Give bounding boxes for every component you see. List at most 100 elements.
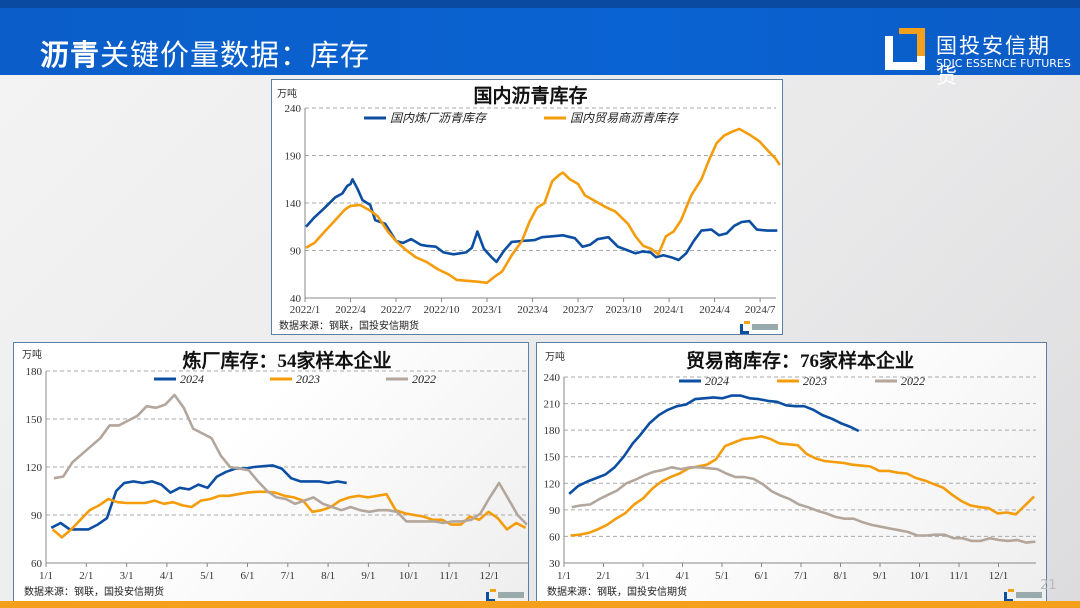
- x-tick-label: 12/1: [989, 570, 1009, 582]
- logo-part: [1004, 599, 1013, 602]
- logo-mark-icon: [885, 28, 925, 70]
- y-tick-label: 150: [544, 452, 561, 464]
- source-note: 数据来源：钢联，国投安信期货: [547, 585, 687, 598]
- chart-title: 贸易商库存：76家样本企业: [686, 349, 914, 372]
- y-tick-label: 240: [285, 103, 302, 115]
- logo-part: [486, 592, 489, 602]
- legend-label: 2024: [180, 372, 204, 386]
- series-line-2022: [53, 393, 528, 526]
- x-tick-label: 4/1: [675, 570, 689, 582]
- page-number: 21: [1040, 578, 1057, 593]
- x-tick-label: 2024/7: [745, 304, 776, 316]
- source-logo-icon: [1004, 589, 1042, 602]
- legend-label: 2024: [705, 374, 729, 388]
- x-tick-label: 7/1: [794, 570, 808, 582]
- source-logo-icon: [740, 321, 778, 334]
- domestic-inventory-chart: 40 90 140 190 240 2022/1 2022/4 2022/7 2022/10 20…: [277, 84, 781, 334]
- logo-part: [752, 324, 778, 330]
- y-tick-label: 90: [290, 246, 302, 258]
- x-tick-label: 5/1: [200, 570, 214, 582]
- y-unit-label: 万吨: [545, 350, 565, 363]
- logo-part: [744, 321, 750, 324]
- x-tick-label: 10/1: [910, 570, 930, 582]
- top-strip: [0, 0, 1080, 8]
- x-tick-label: 10/1: [399, 570, 419, 582]
- x-tick-label: 2022/10: [423, 304, 460, 316]
- y-tick-label: 180: [26, 366, 43, 378]
- legend-label: 2022: [412, 372, 436, 386]
- title-bold: 沥青: [40, 38, 101, 72]
- series-line-2023: [570, 435, 1036, 537]
- x-tick-label: 2023/1: [472, 304, 503, 316]
- x-tick-label: 3/1: [636, 570, 650, 582]
- series-line-2022: [571, 466, 1036, 544]
- legend-label: 国内炼厂沥青库存: [390, 111, 488, 125]
- x-tick-label: 6/1: [240, 570, 254, 582]
- refinery-inventory-chart: 60 90 120 150 180 1/1 2/1 3/1 4/1 5/1 6/1 7/1 8/1 9/1…: [22, 348, 528, 602]
- logo-text-en: SDIC ESSENCE FUTURES: [936, 57, 1071, 70]
- chart-panel-refinery: 60 90 120 150 180 1/1 2/1 3/1 4/1 5/1 6/1 7/1 8/1 9/1…: [13, 342, 529, 603]
- chart-title: 国内沥青库存: [473, 84, 587, 107]
- logo-part: [1004, 592, 1007, 602]
- y-tick-label: 90: [549, 505, 561, 517]
- x-tick-label: 2/1: [596, 570, 610, 582]
- x-tick-label: 1/1: [39, 570, 53, 582]
- y-tick-label: 60: [549, 531, 561, 543]
- y-unit-label: 万吨: [277, 87, 297, 100]
- logo-part: [498, 592, 524, 598]
- legend-label: 国内贸易商沥青库存: [570, 111, 680, 125]
- series-line-2024: [50, 464, 347, 531]
- x-tick-label: 8/1: [321, 570, 335, 582]
- legend-label: 2023: [296, 372, 320, 386]
- y-tick-label: 120: [26, 462, 43, 474]
- x-tick-label: 2023/7: [563, 304, 594, 316]
- x-tick-label: 9/1: [873, 570, 887, 582]
- chart-panel-trader: 30 60 90 120 150 180 210 240 1/1 2/1 3/1 4/1 5/1 6/1 7…: [536, 342, 1047, 603]
- y-tick-label: 90: [31, 510, 43, 522]
- x-tick-label: 2022/7: [381, 304, 412, 316]
- y-tick-label: 210: [544, 399, 561, 411]
- x-tick-label: 2023/10: [606, 304, 643, 316]
- y-tick-label: 30: [549, 558, 561, 570]
- y-tick-label: 40: [290, 293, 302, 305]
- x-tick-label: 2024/1: [654, 304, 685, 316]
- logo-part: [1008, 589, 1014, 592]
- logo-part: [740, 331, 749, 334]
- logo-text-cn: 国投安信期货: [936, 34, 1051, 88]
- x-tick-label: 2024/4: [699, 304, 730, 316]
- y-unit-label: 万吨: [22, 348, 42, 361]
- x-tick-label: 2/1: [79, 570, 93, 582]
- y-tick-label: 120: [544, 478, 561, 490]
- x-tick-label: 11/1: [949, 570, 968, 582]
- x-tick-label: 7/1: [281, 570, 295, 582]
- y-tick-label: 190: [285, 151, 302, 163]
- x-tick-label: 2022/4: [335, 304, 366, 316]
- x-tick-label: 2022/1: [290, 304, 321, 316]
- x-tick-label: 1/1: [557, 570, 571, 582]
- slide-title: 沥青关键价量数据：库存: [40, 32, 370, 74]
- logo-part: [1016, 592, 1042, 598]
- series-line-2024: [568, 394, 860, 495]
- logo-part: [740, 324, 743, 334]
- company-logo: 国投安信期货 SDIC ESSENCE FUTURES: [881, 26, 1071, 88]
- chart-panel-domestic: 40 90 140 190 240 2022/1 2022/4 2022/7 2022/10 20…: [271, 79, 783, 335]
- x-tick-label: 5/1: [715, 570, 729, 582]
- x-tick-label: 12/1: [480, 570, 500, 582]
- y-tick-label: 150: [26, 414, 43, 426]
- x-tick-label: 2023/4: [517, 304, 548, 316]
- bottom-strip: [0, 601, 1080, 608]
- trader-inventory-chart: 30 60 90 120 150 180 210 240 1/1 2/1 3/1 4/1 5/1 6/1 7…: [544, 349, 1042, 602]
- x-tick-label: 11/1: [439, 570, 458, 582]
- chart-title: 炼厂库存：54家样本企业: [182, 349, 391, 372]
- x-tick-label: 4/1: [160, 570, 174, 582]
- source-note: 数据来源：钢联，国投安信期货: [24, 585, 164, 598]
- x-tick-label: 6/1: [754, 570, 768, 582]
- series-line-国内贸易商沥青库存: [305, 127, 781, 285]
- x-tick-label: 9/1: [361, 570, 375, 582]
- logo-part: [486, 599, 495, 602]
- legend-label: 2022: [901, 374, 925, 388]
- y-tick-label: 60: [31, 558, 43, 570]
- y-tick-label: 180: [544, 425, 561, 437]
- x-tick-label: 3/1: [120, 570, 134, 582]
- y-tick-label: 240: [544, 372, 561, 384]
